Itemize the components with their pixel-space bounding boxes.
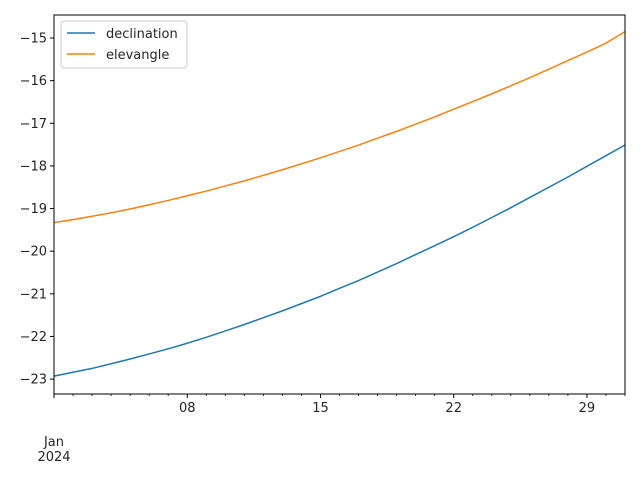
y-tick-label: −22 [20, 330, 47, 345]
legend-label-declination: declination [106, 27, 178, 42]
series-layer [53, 30, 626, 377]
x-tick-label: Jan [43, 435, 64, 450]
x-tick-label: 08 [179, 401, 196, 416]
y-tick-label: −21 [20, 287, 47, 302]
y-tick-label: −18 [20, 159, 47, 174]
x-tick-sublabel: 2024 [37, 450, 70, 465]
y-tick-label: −17 [20, 117, 47, 132]
x-tick-label: 15 [312, 401, 329, 416]
y-tick-label: −20 [20, 245, 47, 260]
series-line-declination [53, 144, 626, 377]
y-tick-label: −19 [20, 202, 47, 217]
series-line-elevangle [53, 30, 626, 224]
legend-label-elevangle: elevangle [106, 48, 169, 63]
y-tick-label: −23 [20, 373, 47, 388]
x-tick-label: 22 [445, 401, 462, 416]
y-tick-label: −15 [20, 32, 47, 47]
y-axis: −23 −22 −21 −20 −19 −18 −17 −16 −15 [20, 32, 54, 388]
legend: declination elevangle [60, 20, 188, 69]
x-tick-label: 29 [579, 401, 596, 416]
y-tick-label: −16 [20, 74, 47, 89]
